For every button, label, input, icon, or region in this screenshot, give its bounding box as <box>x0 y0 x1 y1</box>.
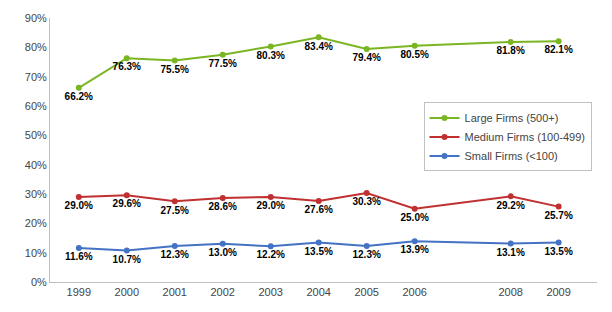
svg-text:76.3%: 76.3% <box>113 61 141 72</box>
svg-text:10%: 10% <box>25 247 47 259</box>
svg-text:2003: 2003 <box>258 286 282 298</box>
svg-text:29.0%: 29.0% <box>257 200 285 211</box>
svg-text:80.5%: 80.5% <box>400 49 428 60</box>
svg-text:30%: 30% <box>25 188 47 200</box>
svg-text:29.6%: 29.6% <box>113 198 141 209</box>
svg-text:80%: 80% <box>25 41 47 53</box>
svg-text:20%: 20% <box>25 217 47 229</box>
svg-text:13.5%: 13.5% <box>305 246 333 257</box>
svg-text:13.9%: 13.9% <box>400 244 428 255</box>
svg-text:80.3%: 80.3% <box>257 50 285 61</box>
svg-text:12.2%: 12.2% <box>257 249 285 260</box>
svg-text:25.0%: 25.0% <box>400 212 428 223</box>
svg-text:40%: 40% <box>25 159 47 171</box>
svg-text:29.0%: 29.0% <box>65 200 93 211</box>
svg-text:2004: 2004 <box>306 286 330 298</box>
svg-text:75.5%: 75.5% <box>161 64 189 75</box>
svg-text:30.3%: 30.3% <box>353 196 381 207</box>
svg-text:2005: 2005 <box>354 286 378 298</box>
svg-text:90%: 90% <box>25 12 47 24</box>
svg-text:77.5%: 77.5% <box>209 58 237 69</box>
svg-text:66.2%: 66.2% <box>65 91 93 102</box>
svg-text:0%: 0% <box>31 276 47 288</box>
svg-text:60%: 60% <box>25 100 47 112</box>
svg-text:27.5%: 27.5% <box>161 205 189 216</box>
svg-text:79.4%: 79.4% <box>353 52 381 63</box>
svg-text:Medium Firms (100-499): Medium Firms (100-499) <box>465 131 585 143</box>
svg-text:2006: 2006 <box>402 286 426 298</box>
svg-text:Small Firms (<100): Small Firms (<100) <box>465 150 558 162</box>
svg-text:11.6%: 11.6% <box>65 251 93 262</box>
svg-text:29.2%: 29.2% <box>496 200 524 211</box>
svg-text:81.8%: 81.8% <box>496 45 524 56</box>
svg-text:50%: 50% <box>25 129 47 141</box>
svg-text:2002: 2002 <box>210 286 234 298</box>
svg-text:2000: 2000 <box>115 286 139 298</box>
svg-text:2001: 2001 <box>163 286 187 298</box>
svg-text:12.3%: 12.3% <box>161 249 189 260</box>
svg-text:1999: 1999 <box>67 286 91 298</box>
svg-text:25.7%: 25.7% <box>544 210 572 221</box>
svg-text:10.7%: 10.7% <box>113 254 141 265</box>
svg-text:2008: 2008 <box>498 286 522 298</box>
svg-text:13.1%: 13.1% <box>496 247 524 258</box>
svg-text:27.6%: 27.6% <box>305 204 333 215</box>
svg-text:13.0%: 13.0% <box>209 247 237 258</box>
svg-text:83.4%: 83.4% <box>305 41 333 52</box>
svg-text:Large Firms (500+): Large Firms (500+) <box>465 112 559 124</box>
svg-text:70%: 70% <box>25 71 47 83</box>
svg-text:82.1%: 82.1% <box>544 44 572 55</box>
svg-text:2009: 2009 <box>546 286 570 298</box>
svg-text:28.6%: 28.6% <box>209 201 237 212</box>
svg-text:12.3%: 12.3% <box>353 249 381 260</box>
svg-text:13.5%: 13.5% <box>544 246 572 257</box>
